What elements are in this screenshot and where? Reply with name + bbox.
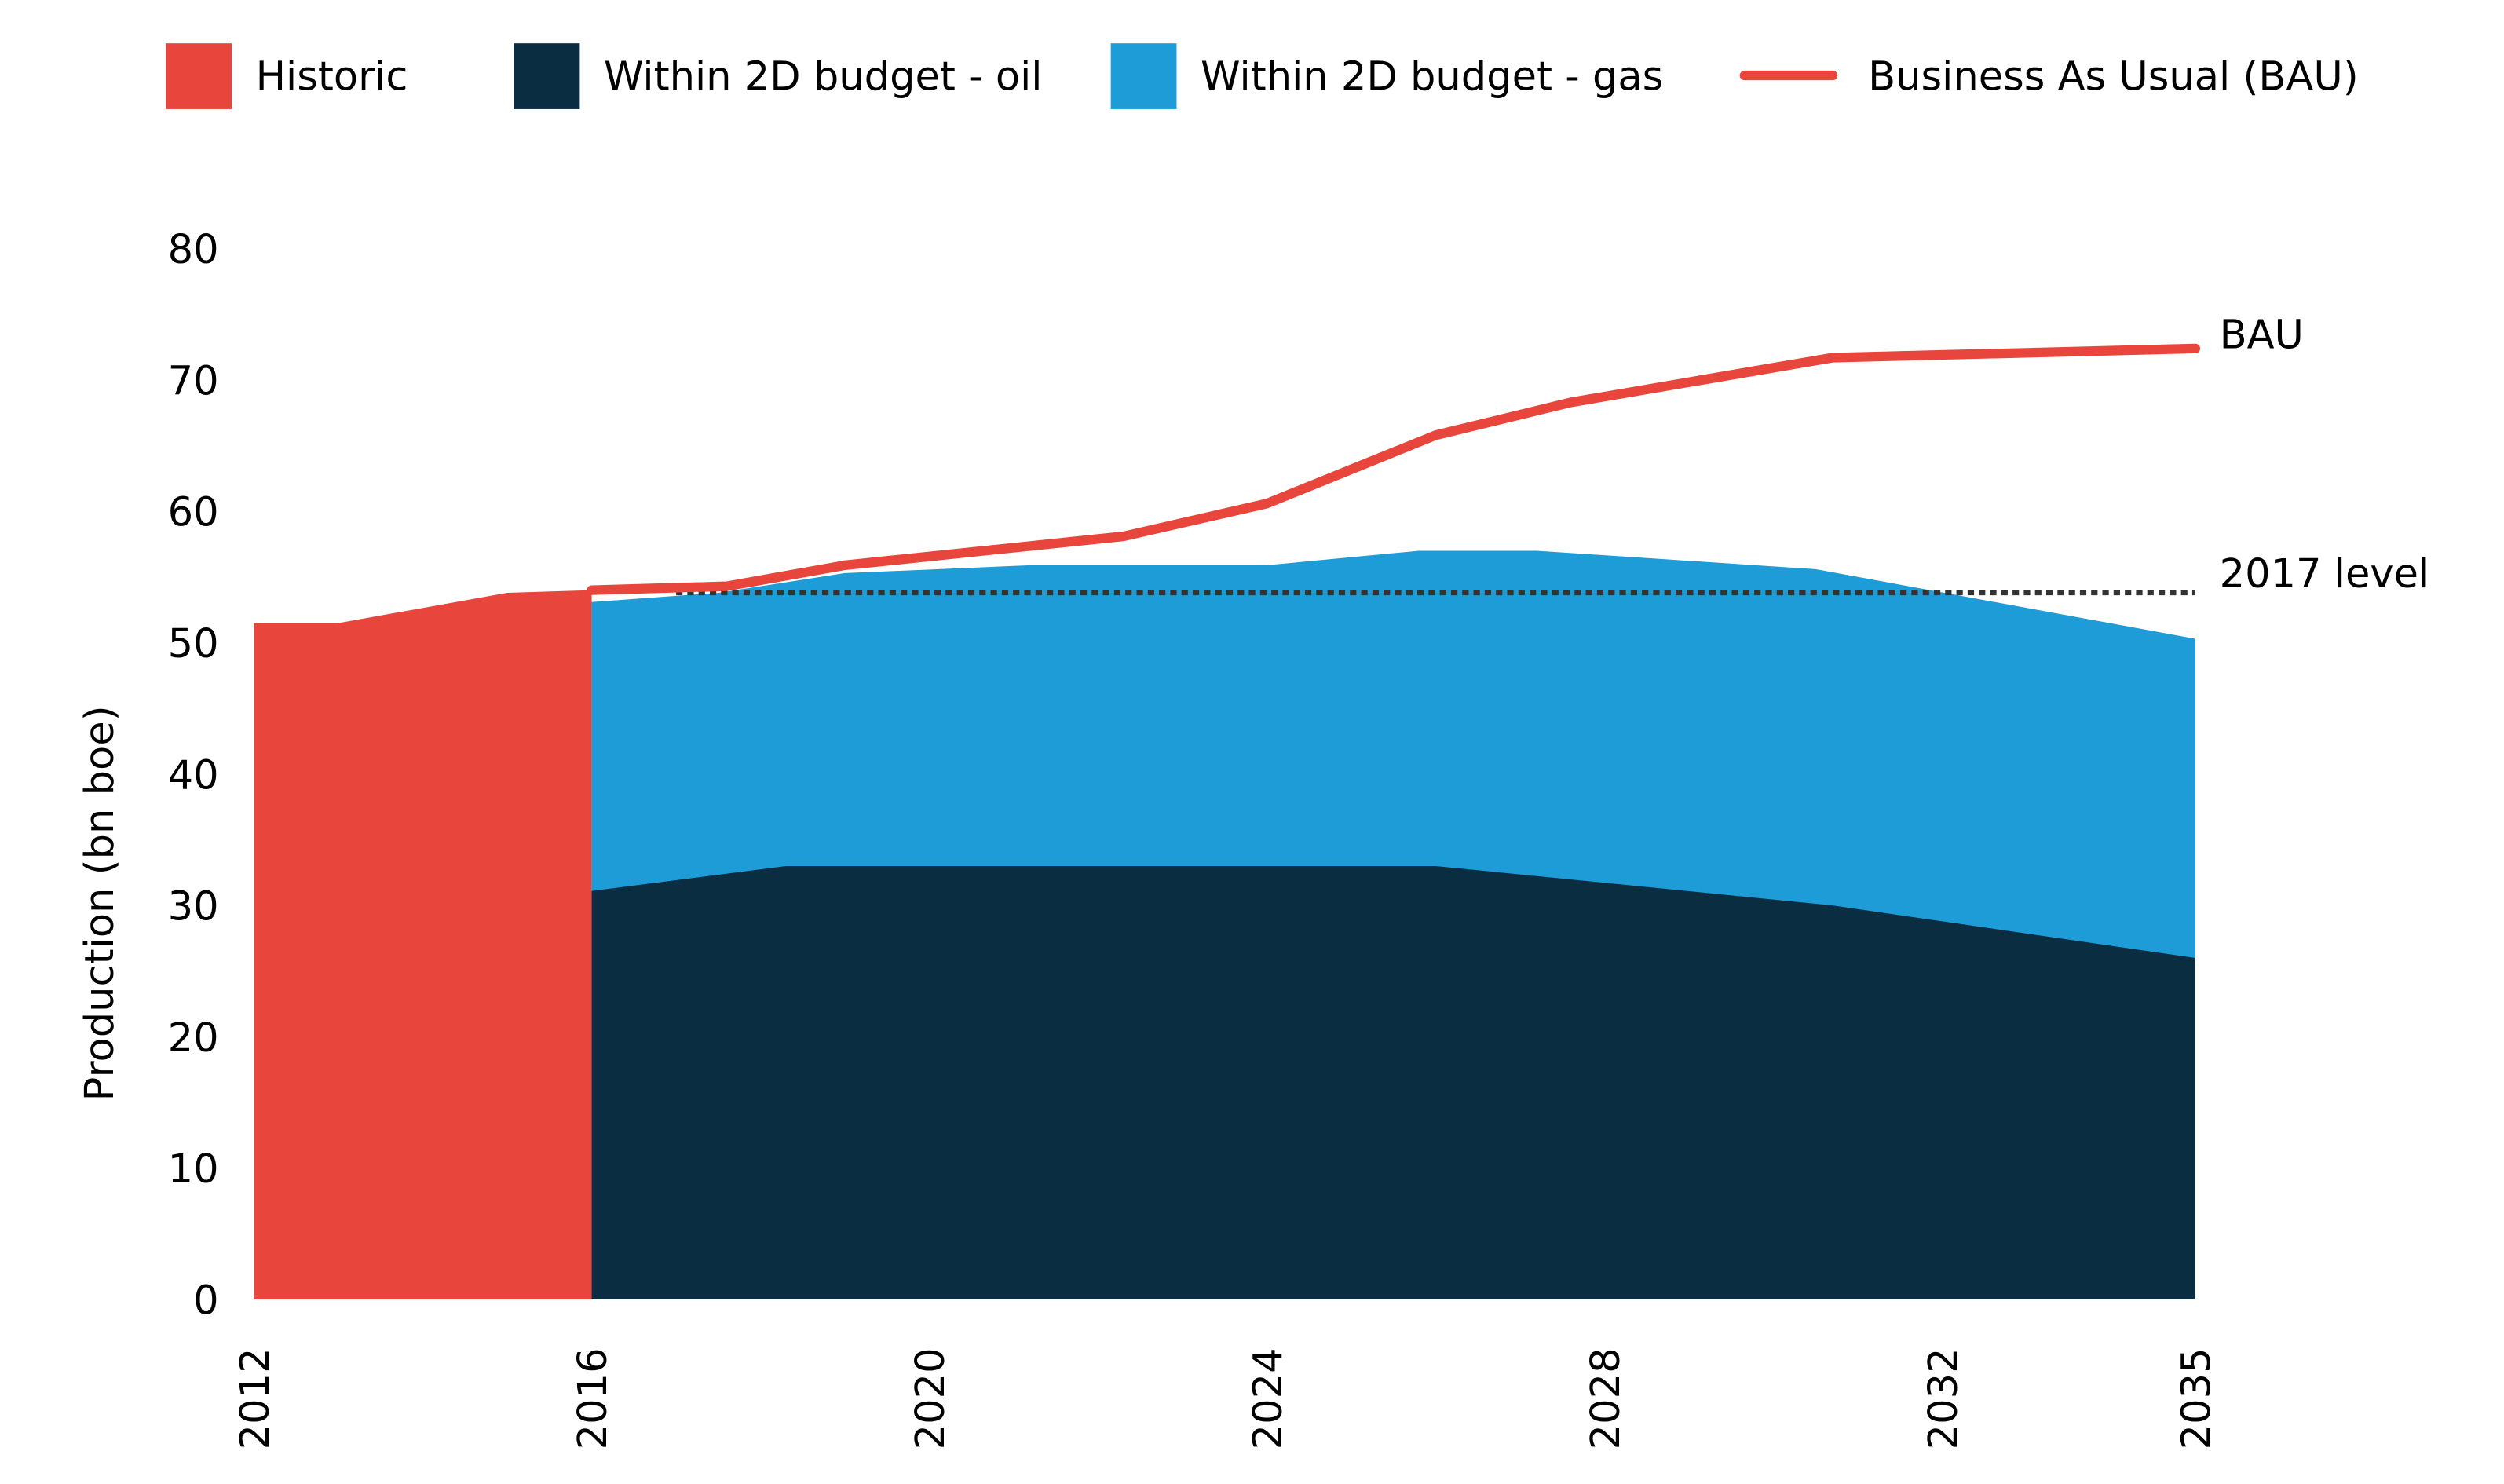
plot-area: [254, 343, 2201, 1300]
y-tick-label: 70: [168, 358, 219, 404]
legend-label: Within 2D budget - gas: [1201, 53, 1663, 100]
y-axis: 0 10 20 30 40 50 60 70 80: [168, 227, 219, 1324]
bau-annotation: BAU: [2220, 312, 2304, 358]
y-tick-label: 60: [168, 490, 219, 536]
x-tick-label: 2020: [908, 1347, 954, 1449]
level-annotation: 2017 level: [2220, 551, 2430, 598]
x-tick-label: 2032: [1921, 1347, 1967, 1449]
x-tick-label: 2024: [1245, 1347, 1292, 1449]
x-tick-label: 2012: [232, 1347, 279, 1449]
y-tick-label: 40: [168, 752, 219, 799]
y-tick-label: 80: [168, 227, 219, 273]
legend-swatch: [1110, 43, 1177, 109]
oil-area: [591, 865, 2195, 1300]
legend-label: Business As Usual (BAU): [1868, 53, 2359, 100]
legend-label: Within 2D budget - oil: [604, 53, 1042, 100]
y-tick-label: 0: [193, 1277, 219, 1324]
legend-label: Historic: [256, 53, 408, 100]
x-axis: 2012 2016 2020 2024 2028 2032 2035: [232, 1347, 2220, 1449]
x-tick-label: 2016: [570, 1347, 616, 1449]
y-tick-label: 30: [168, 884, 219, 930]
legend: Historic Within 2D budget - oil Within 2D …: [166, 43, 2359, 109]
x-tick-label: 2035: [2173, 1347, 2220, 1449]
bau-line: [587, 343, 2201, 595]
y-tick-label: 10: [168, 1146, 219, 1193]
x-tick-label: 2028: [1583, 1347, 1629, 1449]
y-tick-label: 20: [168, 1015, 219, 1062]
legend-swatch: [514, 43, 580, 109]
y-axis-label: Production (bn boe): [77, 705, 123, 1101]
y-tick-label: 50: [168, 621, 219, 667]
legend-swatch: [166, 43, 232, 109]
historic-area: [254, 590, 592, 1300]
